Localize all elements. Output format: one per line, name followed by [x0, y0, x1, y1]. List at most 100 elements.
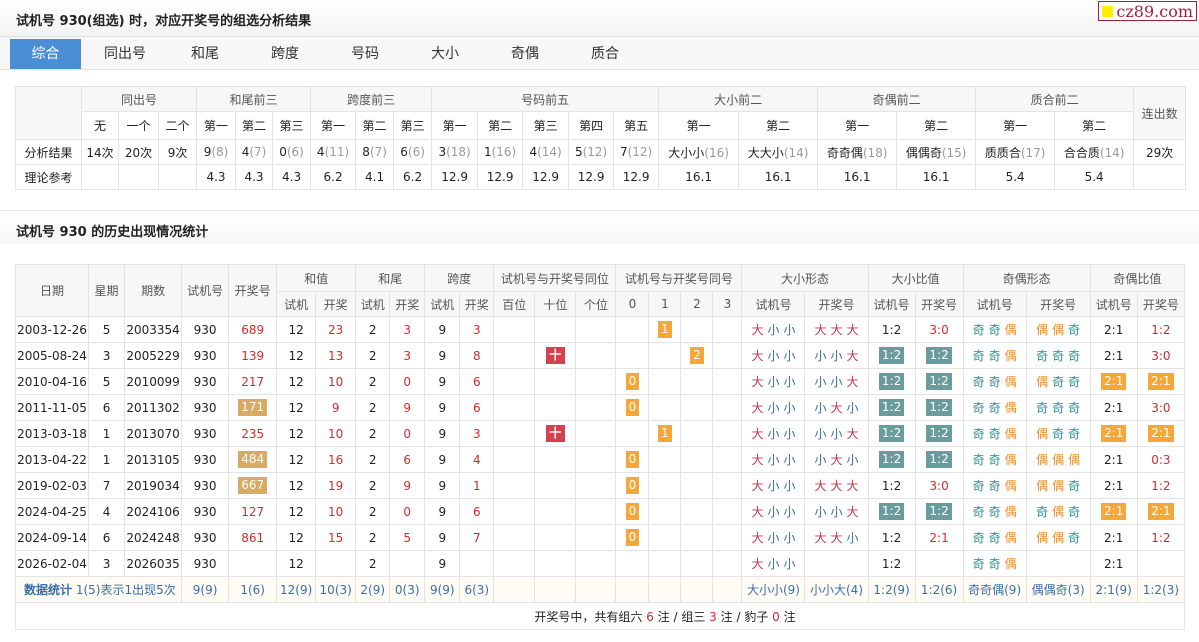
result-value: 质质合	[984, 145, 1021, 160]
stats-cell	[712, 576, 743, 603]
result-cell: 质质合(17)	[975, 139, 1056, 165]
shape-char: 大	[751, 323, 764, 337]
tail-test-cell: 2	[355, 420, 391, 447]
parity-shape-draw-cell: 奇奇奇	[1025, 394, 1091, 421]
table-row: 2026-02-04 3 2026035 930 12 2 9 大小小 1:2 奇奇偶 2:1	[14, 550, 1186, 577]
footer-bz: 0	[772, 609, 780, 624]
span-test-cell: 9	[424, 524, 461, 551]
sub-header: 0	[615, 291, 650, 317]
shape-char: 奇	[1052, 427, 1065, 441]
units-position-cell	[575, 498, 617, 525]
sub-header: 百位	[493, 291, 536, 317]
size-ratio-draw-cell	[914, 550, 964, 577]
same-count-badge: 0	[625, 529, 640, 546]
shape-char: 奇	[1068, 401, 1081, 415]
same-number-cell-0	[615, 420, 650, 447]
logo-text: cz89.com	[1116, 1, 1193, 21]
same-number-cell-3	[712, 420, 743, 447]
shape-char: 奇	[988, 427, 1001, 441]
parity-ratio-draw-cell-badge: 2:1	[1148, 503, 1174, 520]
shape-char: 奇	[1052, 375, 1065, 389]
stats-label[interactable]: 数据统计	[24, 583, 73, 597]
issue-cell: 2013105	[124, 446, 183, 473]
tens-position-cell	[534, 498, 577, 525]
shape-char: 奇	[988, 557, 1001, 571]
result-cell: 4(14)	[522, 139, 570, 165]
tail-draw-cell: 3	[389, 342, 426, 369]
history-title: 试机号 930 的历史出现情况统计	[16, 225, 209, 240]
draw-number-cell: 235	[228, 420, 278, 447]
column-header: 跨度	[424, 264, 495, 292]
shape-char: 偶	[1004, 401, 1017, 415]
column-header: 试机号与开奖号同位	[493, 264, 617, 292]
stats-cell: 9(9)	[424, 576, 461, 603]
tab-3[interactable]: 跨度	[271, 46, 299, 62]
span-draw-cell: 1	[459, 472, 495, 499]
parity-ratio-draw-cell: 1:2	[1136, 524, 1186, 551]
tab-5[interactable]: 大小	[431, 46, 459, 62]
shape-char: 小	[767, 479, 780, 493]
tab-2[interactable]: 和尾	[191, 46, 219, 62]
sum-draw-cell: 10	[315, 420, 357, 447]
shape-char: 奇	[972, 323, 985, 337]
result-count: (14)	[783, 145, 809, 160]
parity-ratio-test-cell-badge: 2:1	[1101, 425, 1127, 442]
size-ratio-test-cell: 1:2	[867, 472, 916, 499]
tab-6[interactable]: 奇偶	[511, 46, 539, 62]
size-ratio-draw-cell: 1:2	[914, 420, 964, 447]
parity-shape-draw-cell: 偶奇奇	[1025, 368, 1091, 395]
size-shape-test-cell: 大小小	[741, 342, 806, 369]
result-count: (18)	[446, 145, 471, 159]
test-number-cell: 930	[181, 368, 230, 395]
reference-cell: 5.4	[1054, 164, 1135, 190]
tab-7[interactable]: 质合	[591, 46, 619, 62]
shape-char: 偶	[1004, 375, 1017, 389]
size-ratio-draw-cell: 1:2	[914, 498, 964, 525]
tens-position-cell	[534, 316, 577, 343]
stats-cell: 6(3)	[459, 576, 495, 603]
sub-header: 第二	[896, 111, 977, 140]
parity-shape-draw-cell: 奇偶奇	[1025, 498, 1091, 525]
same-count-badge: 1	[658, 321, 672, 338]
tab-1[interactable]: 同出号	[104, 46, 146, 62]
sub-header: 试机号	[741, 291, 806, 317]
same-number-cell-1	[648, 498, 682, 525]
result-value: 4	[316, 145, 325, 159]
result-cell: 6(6)	[393, 139, 433, 165]
sub-header: 第二	[1054, 111, 1135, 140]
sum-draw-cell: 23	[315, 316, 357, 343]
site-logo[interactable]: cz89.com	[1098, 1, 1197, 21]
size-ratio-draw-cell-badge: 1:2	[926, 451, 952, 468]
units-position-cell	[575, 316, 617, 343]
stats-note: 1(5)表示1出现5次	[75, 583, 176, 597]
shape-char: 偶	[1036, 427, 1049, 441]
tab-4[interactable]: 号码	[351, 46, 379, 62]
result-count: (8)	[211, 145, 229, 159]
parity-ratio-test-cell: 2:1	[1089, 446, 1138, 473]
sub-header: 二个	[157, 111, 198, 140]
result-count: (17)	[1020, 145, 1046, 160]
same-number-cell-0: 0	[615, 446, 650, 473]
week-cell: 6	[88, 524, 126, 551]
hundreds-position-cell	[493, 316, 536, 343]
tab-0[interactable]: 综合	[10, 39, 81, 69]
shape-char: 奇	[972, 375, 985, 389]
sub-header: 第一	[310, 111, 357, 140]
shape-char: 偶	[1052, 453, 1065, 467]
span-draw-cell: 3	[459, 316, 495, 343]
tail-draw-cell: 0	[389, 498, 426, 525]
shape-char: 小	[846, 401, 859, 415]
size-shape-draw-cell	[804, 550, 869, 577]
summary-table: 同出号 和尾前三 跨度前三 号码前五 大小前二 奇偶前二 质合前二 连出数无一个 二个 第一 第二第…	[15, 86, 1187, 190]
result-value: 29次	[1146, 145, 1174, 160]
shape-char: 小	[767, 557, 780, 571]
shape-char: 偶	[1068, 453, 1081, 467]
sub-header: 第二	[477, 111, 524, 140]
shape-char: 小	[830, 349, 843, 363]
parity-shape-test-cell: 奇奇偶	[962, 394, 1027, 421]
shape-char: 奇	[972, 557, 985, 571]
shape-char: 偶	[1004, 505, 1017, 519]
parity-ratio-draw-cell-badge: 2:1	[1148, 373, 1174, 390]
shape-char: 偶	[1036, 479, 1049, 493]
size-shape-test-cell: 大小小	[741, 420, 806, 447]
